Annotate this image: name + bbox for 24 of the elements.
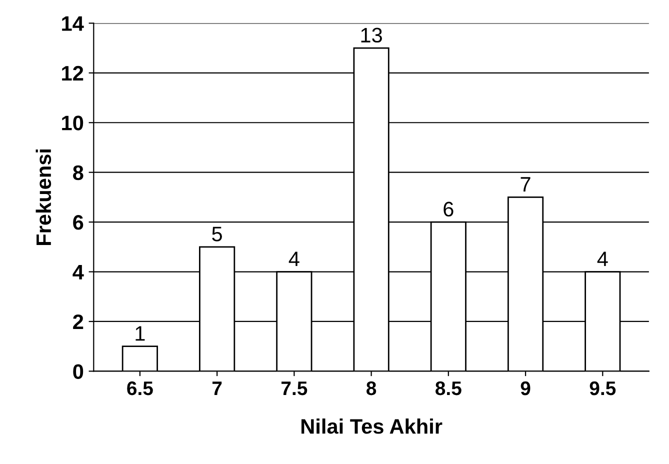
y-tick-label: 0	[73, 364, 84, 379]
x-tick-label: 8.5	[436, 381, 462, 396]
x-tick-label: 8	[366, 381, 376, 396]
data-label: 4	[288, 252, 300, 266]
x-tick-label: 6.5	[127, 381, 153, 396]
data-label: 7	[520, 177, 530, 192]
y-axis-title: Frekuensi	[36, 149, 52, 246]
y-tick-label: 10	[62, 116, 84, 130]
y-tick-label: 12	[62, 66, 84, 80]
x-axis-title: Nilai Tes Akhir	[301, 418, 442, 434]
y-tick-label: 2	[73, 314, 84, 330]
y-tick-label: 6	[73, 215, 84, 230]
data-label: 4	[597, 252, 608, 266]
x-tick-label: 7.5	[281, 382, 308, 396]
y-tick-label: 14	[62, 16, 84, 31]
data-label: 5	[212, 226, 222, 242]
x-tick-label: 9.5	[590, 381, 616, 396]
x-tick-label: 9	[520, 381, 530, 396]
data-label: 6	[444, 202, 454, 217]
data-label: 13	[361, 28, 382, 43]
y-tick-label: 4	[72, 264, 84, 280]
y-tick-label: 8	[73, 165, 84, 180]
x-tick-label: 7	[212, 382, 222, 396]
data-label: 1	[136, 326, 145, 341]
